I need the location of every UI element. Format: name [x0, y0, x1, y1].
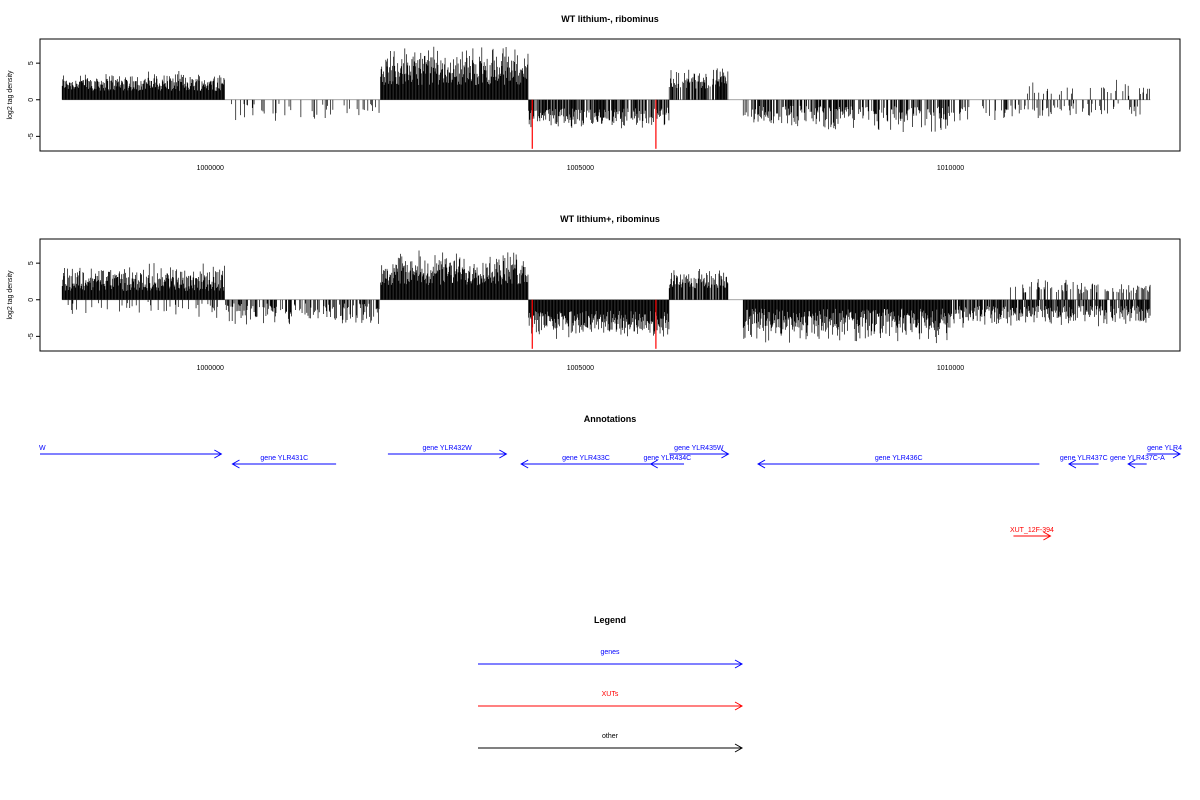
- feature-label: XUT_12F-394: [1010, 527, 1054, 534]
- legend-label: other: [602, 733, 619, 740]
- annotation-feature: gene YLR4: [1146, 445, 1182, 459]
- annotations-title: Annotations: [584, 414, 637, 424]
- arrowhead: [1172, 449, 1182, 459]
- y-axis-label: log2 tag density: [7, 270, 14, 320]
- x-tick-label: 1010000: [937, 365, 964, 372]
- chart-panel-1: WT lithium-, ribominus log2 tag density -5…: [7, 14, 1181, 172]
- feature-label: gene YLR4: [1147, 445, 1182, 452]
- legend-label: genes: [600, 649, 620, 656]
- arrowhead: [231, 459, 240, 469]
- feature-label: gene YLR432W: [422, 445, 472, 452]
- arrowhead: [1067, 459, 1077, 469]
- annotation-feature: W: [39, 445, 223, 459]
- legend-label: XUTs: [602, 691, 619, 698]
- feature-label: gene YLR437C-A: [1110, 455, 1165, 462]
- y-tick-label: 5: [28, 61, 35, 65]
- x-tick-label: 1010000: [937, 165, 964, 172]
- bar-series: [61, 46, 1150, 149]
- feature-label: gene YLR434C: [643, 455, 691, 462]
- y-tick-label: 0: [28, 98, 35, 102]
- plot-frame: [39, 238, 1181, 352]
- annotation-feature: gene YLR437C-A: [1110, 455, 1165, 469]
- legend-arrowhead: [734, 701, 744, 711]
- y-axis-label: log2 tag density: [7, 70, 14, 120]
- feature-label: gene YLR437C: [1060, 455, 1108, 462]
- legend: Legend genes XUTs other: [478, 615, 744, 753]
- annotation-feature: gene YLR433C: [520, 455, 651, 469]
- x-tick-label: 1005000: [567, 365, 594, 372]
- x-tick-label: 1000000: [197, 165, 224, 172]
- annotation-feature: XUT_12F-394: [1010, 527, 1054, 541]
- arrowhead: [1043, 531, 1052, 541]
- arrowhead: [214, 449, 223, 459]
- annotation-feature: gene YLR432W: [387, 445, 508, 459]
- legend-item: other: [478, 733, 744, 753]
- arrowhead: [721, 449, 730, 459]
- feature-label: W: [39, 445, 46, 452]
- y-tick-label: 0: [28, 298, 35, 302]
- annotation-feature: gene YLR437C: [1060, 455, 1108, 469]
- chart-title: WT lithium-, ribominus: [561, 14, 659, 24]
- legend-title: Legend: [594, 615, 626, 625]
- x-tick-label: 1005000: [567, 165, 594, 172]
- arrowhead: [757, 459, 766, 469]
- arrowhead: [1127, 459, 1136, 469]
- legend-item: XUTs: [478, 691, 744, 711]
- feature-label: gene YLR433C: [562, 455, 610, 462]
- arrowhead: [520, 459, 529, 469]
- annotation-feature: gene YLR436C: [757, 455, 1040, 469]
- arrowhead: [499, 449, 508, 459]
- feature-label: gene YLR435W: [674, 445, 724, 452]
- annotation-feature: gene YLR431C: [231, 455, 337, 469]
- legend-arrowhead: [734, 659, 744, 669]
- legend-arrowhead: [734, 743, 744, 753]
- legend-item: genes: [478, 649, 744, 669]
- y-tick-label: -5: [28, 133, 35, 139]
- x-tick-label: 1000000: [197, 365, 224, 372]
- annotation-feature: gene YLR434C: [643, 455, 691, 469]
- bar-series: [61, 250, 1151, 349]
- plot-frame: [39, 38, 1181, 152]
- feature-label: gene YLR436C: [875, 455, 923, 462]
- arrowhead: [649, 459, 658, 469]
- annotation-feature: gene YLR435W: [669, 445, 730, 459]
- feature-label: gene YLR431C: [260, 455, 308, 462]
- y-tick-label: 5: [28, 261, 35, 265]
- chart-title: WT lithium+, ribominus: [560, 214, 660, 224]
- chart-panel-2: WT lithium+, ribominus log2 tag density -5…: [7, 214, 1181, 372]
- y-tick-label: -5: [28, 333, 35, 339]
